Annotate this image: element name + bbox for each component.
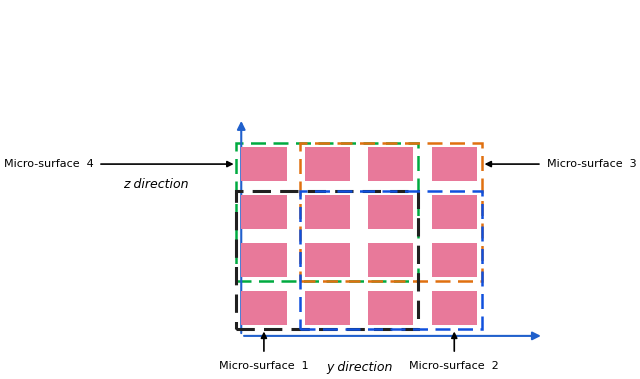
Bar [305, 147, 350, 181]
Bar [300, 143, 482, 281]
Bar [368, 243, 413, 277]
Bar [241, 195, 287, 229]
Text: Micro-surface  3: Micro-surface 3 [547, 159, 636, 169]
Bar [236, 191, 419, 329]
Bar [305, 195, 350, 229]
Text: Micro-surface  1: Micro-surface 1 [219, 361, 308, 371]
Text: y direction: y direction [326, 361, 392, 374]
Bar [431, 243, 477, 277]
Bar [305, 243, 350, 277]
Bar [305, 291, 350, 325]
Bar [300, 191, 482, 329]
Bar [431, 195, 477, 229]
Bar [241, 243, 287, 277]
Text: Micro-surface  2: Micro-surface 2 [410, 361, 499, 371]
Bar [368, 147, 413, 181]
Bar [431, 291, 477, 325]
Bar [236, 143, 419, 281]
Text: Micro-surface  4: Micro-surface 4 [4, 159, 93, 169]
Bar [368, 195, 413, 229]
Bar [368, 291, 413, 325]
Bar [431, 147, 477, 181]
Bar [241, 147, 287, 181]
Bar [241, 291, 287, 325]
Text: z direction: z direction [123, 178, 188, 191]
